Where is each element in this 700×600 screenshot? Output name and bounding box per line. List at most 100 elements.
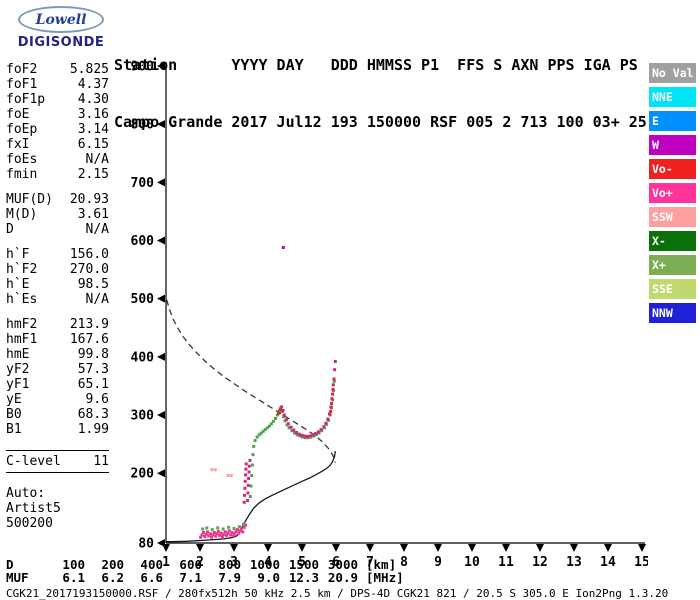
param-name: h`Es — [6, 292, 38, 307]
param-yF1: yF1 65.1 — [6, 377, 109, 392]
param-foEp: foEp 3.14 — [6, 122, 109, 137]
y-tick-label: 800 — [131, 118, 155, 133]
x-tick — [162, 544, 170, 552]
param-yE: yE 9.6 — [6, 392, 109, 407]
y-tick-label: 300 — [131, 409, 155, 424]
distance-value: 600 — [179, 557, 202, 572]
param-name: hmF2 — [6, 317, 38, 332]
muf-value: 6.2 — [101, 570, 124, 585]
param-value: 6.15 — [77, 137, 109, 152]
param-fmin: fmin 2.15 — [6, 167, 109, 182]
y-tick — [157, 236, 165, 245]
distance-value: 1000 — [249, 557, 280, 572]
param-value: N/A — [85, 222, 109, 237]
muf-value: 6.1 — [62, 570, 85, 585]
param-value: 3.14 — [77, 122, 109, 137]
distance-unit: [km] — [366, 557, 397, 572]
param-hmF1: hmF1 167.6 — [6, 332, 109, 347]
footer: D 100 200 400 600 800 1000 1500 3000 [km] MUF 6.1 6… — [6, 558, 668, 600]
muf-label: MUF — [6, 570, 29, 585]
y-tick — [157, 294, 165, 303]
param-gap — [6, 437, 109, 447]
param-value: 3.16 — [77, 107, 109, 122]
param-value: 5.825 — [69, 62, 109, 77]
x-tick — [604, 544, 612, 552]
series-F1-spread-magenta — [242, 458, 252, 504]
station-header: Station YYYY DAY DDD HMMSS P1 FFS S AXN … — [114, 18, 647, 170]
legend-sse: SSE — [649, 279, 696, 299]
param-B0: B0 68.3 — [6, 407, 109, 422]
param-foE: foE 3.16 — [6, 107, 109, 122]
param-name: hmE — [6, 347, 30, 362]
x-tick-label: 7 — [366, 555, 374, 570]
logo-brand-text: Lowell — [35, 11, 87, 28]
param-name: fxI — [6, 137, 30, 152]
param-rule — [6, 450, 109, 451]
legend-vo+: Vo+ — [649, 183, 696, 203]
legend-nne: NNE — [649, 87, 696, 107]
distance-value: 200 — [101, 557, 124, 572]
x-tick-label: 15 — [634, 555, 648, 570]
param-value: 11 — [93, 454, 109, 469]
series-spread-pink — [210, 468, 233, 477]
x-tick-label: 6 — [332, 555, 340, 570]
distance-value: 800 — [218, 557, 241, 572]
x-tick — [468, 544, 476, 552]
y-tick-label: 600 — [131, 234, 155, 249]
x-tick — [196, 544, 204, 552]
x-tick — [264, 544, 272, 552]
y-tick — [157, 411, 165, 420]
param-h`E: h`E 98.5 — [6, 277, 109, 292]
param-rule — [6, 472, 109, 473]
x-tick-label: 8 — [400, 555, 408, 570]
muf-value: 20.9 — [327, 570, 358, 585]
param-value: 156.0 — [69, 247, 109, 262]
series-E-region-echoes-pink — [199, 523, 248, 539]
y-tick-label: 400 — [131, 350, 155, 365]
param-value: 98.5 — [77, 277, 109, 292]
x-tick-label: 4 — [264, 555, 272, 570]
series-stray-echo — [281, 246, 285, 249]
param-yF2: yF2 57.3 — [6, 362, 109, 377]
x-tick — [536, 544, 544, 552]
y-tick-label: 700 — [131, 176, 155, 191]
x-tick-label: 5 — [298, 555, 306, 570]
param-gap — [6, 237, 109, 247]
param-value: 213.9 — [69, 317, 109, 332]
param-value: 4.37 — [77, 77, 109, 92]
x-tick-label: 2 — [196, 555, 204, 570]
muf-value: 7.9 — [218, 570, 241, 585]
param-name: h`F2 — [6, 262, 38, 277]
param-name: foEs — [6, 152, 38, 167]
muf-value: 7.1 — [179, 570, 202, 585]
param-value: 20.93 — [69, 192, 109, 207]
param-h`Es: h`Es N/A — [6, 292, 109, 307]
header-values-line: Campo Grande 2017 Jul12 193 150000 RSF 0… — [114, 113, 647, 131]
param-value: 2.15 — [77, 167, 109, 182]
x-tick-label: 1 — [162, 555, 170, 570]
file-info-line: CGK21_2017193150000.RSF / 280fx512h 50 k… — [6, 587, 669, 600]
param-foF1p: foF1p 4.30 — [6, 92, 109, 107]
y-tick — [157, 178, 165, 187]
legend-vo-: Vo- — [649, 159, 696, 179]
y-tick-label: 500 — [131, 292, 155, 307]
param-gap — [6, 182, 109, 192]
param-fxI: fxI 6.15 — [6, 137, 109, 152]
scaled-parameters-panel: foF2 5.825 foF1 4.37 foF1p 4.30 foE 3.16 foEp 3.1… — [6, 62, 109, 531]
param-value: 167.6 — [69, 332, 109, 347]
param-h`F2: h`F2 270.0 — [6, 262, 109, 277]
param-name: hmF1 — [6, 332, 38, 347]
direction-color-legend: No Val NNE E W Vo- Vo+ SSW X- X+ SSE NNW — [649, 63, 696, 327]
param-name: foF2 — [6, 62, 38, 77]
param-gap — [6, 307, 109, 317]
dashed-profile-line — [166, 299, 336, 463]
x-tick — [502, 544, 510, 552]
x-tick — [638, 544, 646, 552]
param-name: yF2 — [6, 362, 30, 377]
distance-value: 100 — [62, 557, 85, 572]
series-F-trace-green — [248, 379, 336, 498]
legend-no-val: No Val — [649, 63, 696, 83]
param-name: h`E — [6, 277, 30, 292]
param-hmF2: hmF2 213.9 — [6, 317, 109, 332]
